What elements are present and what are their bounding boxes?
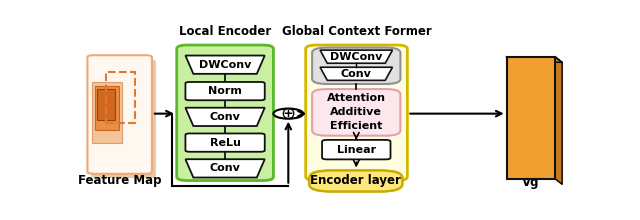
FancyBboxPatch shape — [92, 59, 156, 178]
FancyBboxPatch shape — [309, 170, 403, 192]
Polygon shape — [507, 57, 562, 62]
Text: ReLu: ReLu — [210, 138, 241, 148]
Text: Feature Map: Feature Map — [78, 174, 161, 187]
Bar — [92, 82, 122, 143]
Polygon shape — [186, 108, 265, 126]
Bar — [507, 57, 555, 179]
FancyBboxPatch shape — [312, 48, 401, 84]
Bar — [97, 89, 115, 119]
Polygon shape — [320, 67, 392, 80]
FancyBboxPatch shape — [312, 89, 401, 136]
Bar — [95, 86, 118, 130]
FancyBboxPatch shape — [177, 45, 273, 181]
FancyBboxPatch shape — [186, 134, 265, 152]
Text: Attention: Attention — [327, 94, 386, 103]
Text: Norm: Norm — [208, 86, 242, 96]
Text: Conv: Conv — [210, 163, 241, 173]
Text: Global Context Former: Global Context Former — [282, 25, 431, 38]
FancyBboxPatch shape — [186, 82, 265, 100]
Text: DWConv: DWConv — [199, 60, 252, 70]
Polygon shape — [555, 57, 562, 184]
Polygon shape — [186, 159, 265, 178]
FancyBboxPatch shape — [306, 45, 408, 181]
Text: Conv: Conv — [210, 112, 241, 122]
Text: Additive: Additive — [330, 107, 382, 117]
Text: ⊕: ⊕ — [281, 105, 296, 123]
Text: Conv: Conv — [341, 69, 372, 79]
Polygon shape — [186, 55, 265, 74]
Text: Linear: Linear — [337, 145, 376, 155]
Text: Local Encoder: Local Encoder — [179, 25, 271, 38]
Text: DWConv: DWConv — [330, 52, 383, 62]
Text: Vg: Vg — [522, 176, 540, 189]
FancyBboxPatch shape — [88, 55, 152, 174]
Circle shape — [273, 108, 303, 119]
Text: Encoder layer: Encoder layer — [310, 174, 401, 187]
FancyBboxPatch shape — [322, 140, 390, 159]
Bar — [106, 72, 135, 123]
Polygon shape — [320, 50, 392, 63]
Text: Efficient: Efficient — [330, 121, 383, 131]
